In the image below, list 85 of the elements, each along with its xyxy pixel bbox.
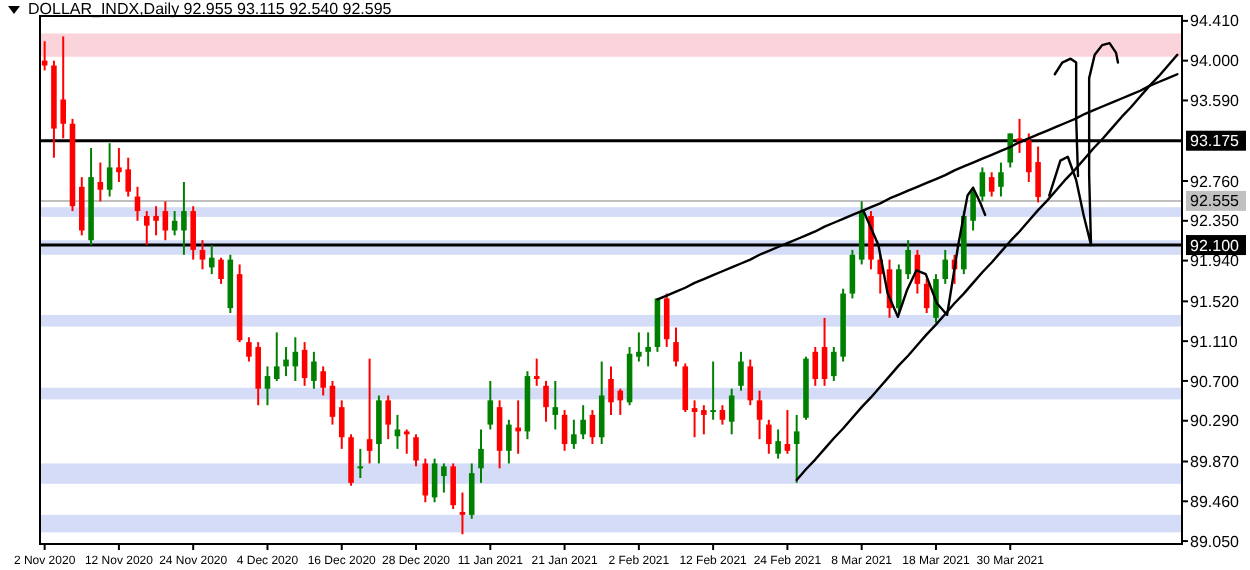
ref-line-label: 92.100 [1190,236,1241,255]
candlestick [998,161,1004,198]
y-tick-label: 90.700 [1190,372,1241,391]
y-tick-label: 93.590 [1190,92,1241,111]
candlestick [506,418,512,465]
candlestick [218,256,224,285]
candlestick [812,345,819,387]
candlestick [701,404,707,436]
candlestick [441,462,447,494]
y-tick-label: 91.110 [1190,332,1239,351]
candlestick [366,357,373,465]
candlestick [663,292,670,348]
candlestick [329,379,336,426]
candlestick [413,433,419,468]
ref-line-label: 92.555 [1190,192,1241,211]
y-tick-label: 91.940 [1190,252,1241,271]
y-tick-label: 94.000 [1190,52,1241,71]
candlestick [403,428,410,455]
candlestick [273,331,280,382]
candlestick [199,239,206,271]
ref-line-label: 93.175 [1190,132,1241,151]
candlestick [264,365,271,407]
candlestick [478,428,484,484]
y-tick-label: 92.760 [1190,172,1241,191]
candlestick [190,205,196,261]
y-tick-label: 89.460 [1190,492,1241,511]
candlestick [162,200,169,242]
candlestick [450,462,456,511]
candlestick [533,357,540,387]
candlestick [988,171,995,198]
candlestick [719,404,726,426]
candlestick [738,350,744,392]
candlestick [468,462,475,520]
candlestick [459,491,466,536]
candlestick [543,379,549,423]
y-tick-label: 89.050 [1190,532,1241,551]
candlestick [320,365,326,397]
candlestick [766,418,772,455]
candlestick [849,248,856,300]
candlestick [422,457,429,504]
candlestick [431,457,438,504]
candlestick [171,210,178,237]
candlestick [580,404,586,441]
candlestick [106,142,113,198]
candlestick [747,358,754,407]
candlestick [394,413,401,450]
y-tick-label: 92.350 [1190,212,1241,231]
y-tick-label: 90.290 [1190,412,1241,431]
candlestick [561,409,568,452]
candlestick [348,433,354,487]
candlestick [496,399,503,470]
candlestick [784,409,791,455]
y-tick-label: 89.870 [1190,453,1241,472]
candlestick [357,447,364,479]
candlestick [208,244,215,276]
candlestick [775,428,781,460]
candlestick [756,389,763,441]
candlestick [376,394,382,465]
candlestick [1007,132,1014,169]
candlestick [283,345,289,378]
candlestick [868,210,874,271]
candlestick [41,40,48,72]
candlestick [571,418,577,450]
candlestick [598,360,605,446]
candlestick [793,413,800,484]
candlestick [487,379,494,431]
candlestick [181,180,187,256]
candlestick [710,360,716,421]
candlestick [979,166,986,203]
candlestick [821,316,828,387]
candlestick [682,362,689,413]
candlestick [552,379,559,431]
candlestick [673,326,679,368]
y-tick-label: 91.520 [1190,292,1241,311]
candlestick [691,399,698,439]
chart-title: DOLLAR_INDX,Daily 92.955 93.115 92.540 92.595 [28,0,393,18]
candlestick [311,350,317,390]
candlestick [79,176,85,237]
candlestick [338,399,345,450]
candlestick [385,394,391,441]
candlestick [645,331,651,368]
y-tick-label: 94.410 [1190,12,1241,31]
candlestick [942,248,949,285]
candlestick [97,161,104,203]
candlestick [636,331,642,363]
